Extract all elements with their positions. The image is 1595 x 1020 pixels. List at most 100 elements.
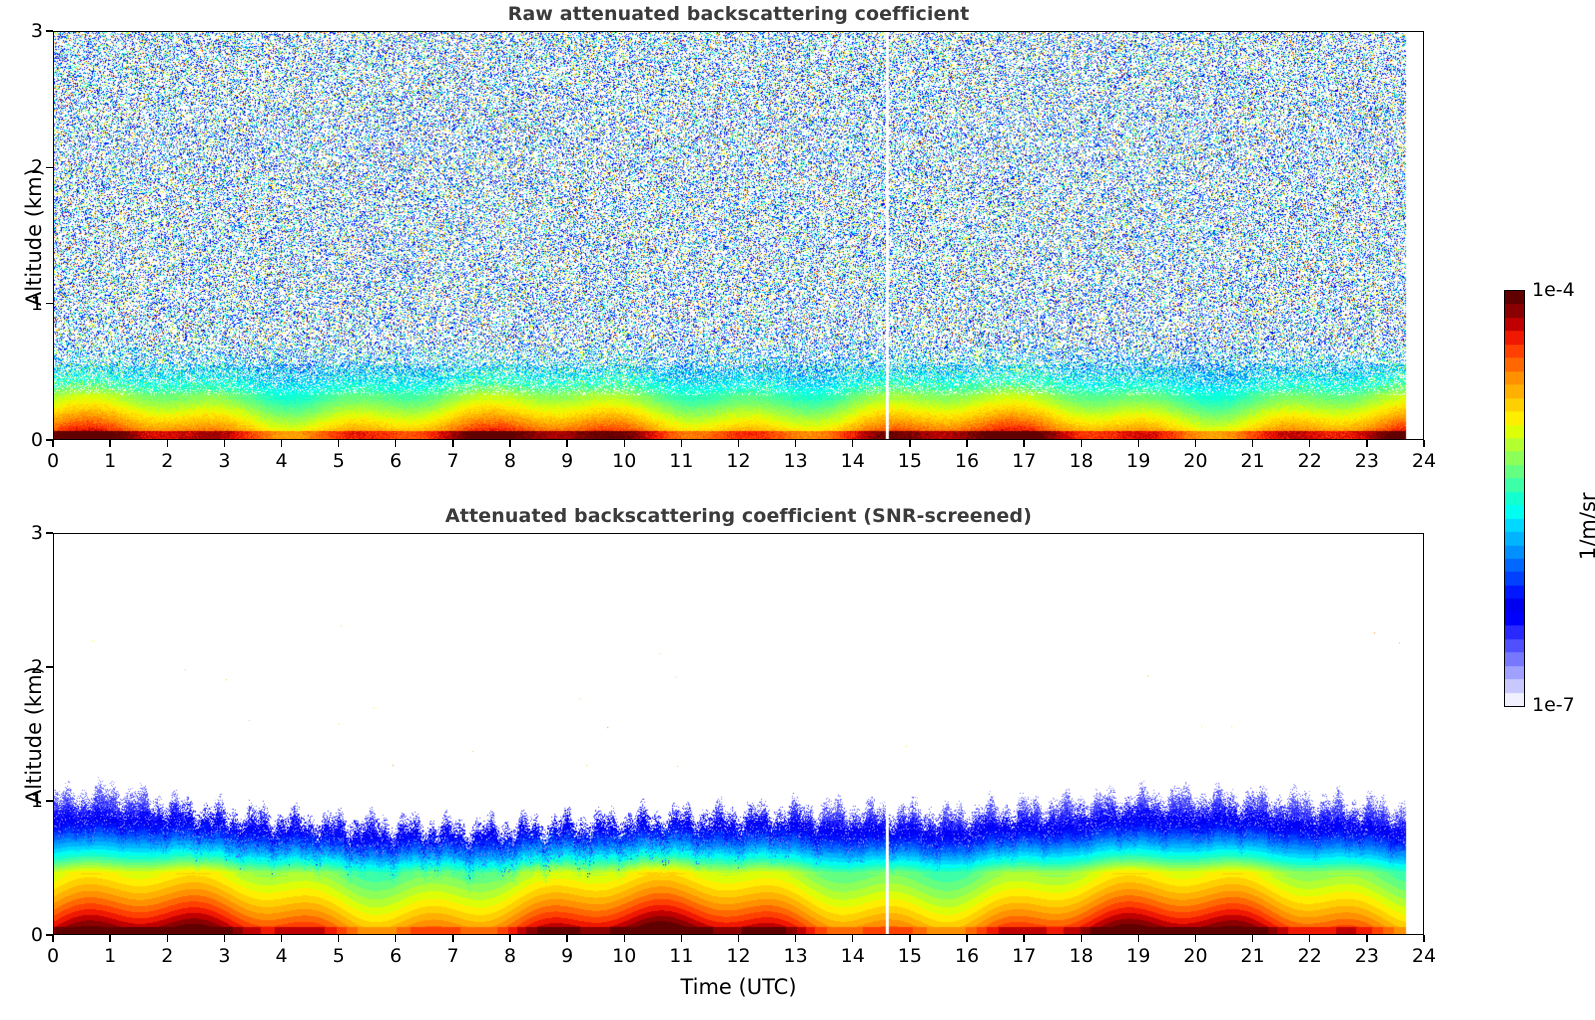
xtick-screened-12 [737, 935, 740, 942]
ytick-screened-2 [46, 666, 53, 668]
xticklabel-raw-13: 13 [783, 450, 808, 472]
xticklabel-raw-0: 0 [46, 450, 60, 472]
xticklabel-raw-19: 19 [1126, 450, 1151, 472]
xtick-screened-19 [1137, 935, 1140, 942]
xticklabel-screened-18: 18 [1069, 945, 1094, 967]
xticklabel-raw-6: 6 [389, 450, 402, 472]
xticklabel-screened-11: 11 [669, 945, 694, 967]
ytick-raw-2 [46, 166, 53, 169]
xticklabel-raw-11: 11 [669, 450, 694, 472]
xticklabel-raw-5: 5 [332, 450, 345, 472]
xticklabel-screened-24: 24 [1411, 945, 1437, 967]
xticklabel-screened-20: 20 [1183, 945, 1208, 967]
xticklabel-screened-4: 4 [275, 945, 288, 967]
xtick-raw-9 [566, 440, 568, 447]
xticklabel-raw-22: 22 [1297, 450, 1322, 472]
xticklabel-screened-19: 19 [1126, 945, 1151, 967]
xticklabel-screened-21: 21 [1240, 945, 1265, 967]
xtick-raw-0 [52, 440, 54, 447]
colorbar-tick-min: 1e-7 [1532, 694, 1575, 716]
xtick-raw-23 [1366, 440, 1368, 447]
xticklabel-raw-2: 2 [161, 450, 174, 472]
xtick-screened-22 [1309, 935, 1311, 942]
ytick-raw-1 [46, 302, 53, 305]
xtick-raw-12 [737, 440, 740, 447]
xtick-raw-15 [909, 440, 911, 447]
screened-panel-title: Attenuated backscattering coefficient (S… [445, 505, 1032, 527]
xtick-screened-23 [1366, 935, 1368, 942]
ytick-screened-1 [46, 800, 53, 802]
xticklabel-screened-23: 23 [1354, 945, 1379, 967]
xticklabel-screened-15: 15 [897, 945, 922, 967]
ytick-screened-3 [46, 532, 53, 534]
xticklabel-screened-12: 12 [726, 945, 751, 967]
xticklabel-screened-6: 6 [389, 945, 402, 967]
yticklabel-raw-3: 3 [30, 20, 43, 42]
xtick-screened-24 [1423, 935, 1425, 942]
xtick-screened-11 [680, 935, 683, 942]
xticklabel-screened-2: 2 [161, 945, 174, 967]
xtick-screened-21 [1251, 935, 1254, 942]
raw-panel-title: Raw attenuated backscattering coefficien… [507, 3, 970, 25]
xticklabel-raw-3: 3 [218, 450, 231, 472]
xticklabel-raw-12: 12 [726, 450, 751, 472]
xtick-raw-16 [966, 440, 968, 447]
xticklabel-raw-4: 4 [275, 450, 288, 472]
colorbar-gradient [1505, 291, 1524, 706]
xtick-screened-8 [509, 935, 511, 942]
xtick-raw-18 [1080, 440, 1082, 447]
screened-heatmap-axes [53, 533, 1424, 935]
xtick-screened-15 [909, 935, 911, 942]
ylabel-raw: Altitude (km) [22, 167, 46, 306]
xticklabel-raw-7: 7 [446, 450, 459, 472]
xticklabel-screened-14: 14 [840, 945, 865, 967]
screened-heatmap-canvas [54, 534, 1423, 934]
xticklabel-screened-22: 22 [1297, 945, 1322, 967]
ytick-screened-0 [46, 934, 53, 936]
xticklabel-screened-10: 10 [612, 945, 637, 967]
xtick-screened-17 [1023, 935, 1025, 942]
xtick-screened-9 [566, 935, 568, 942]
xticklabel-screened-3: 3 [218, 945, 231, 967]
xtick-screened-7 [452, 935, 454, 942]
xticklabel-raw-21: 21 [1240, 450, 1265, 472]
xticklabel-raw-18: 18 [1069, 450, 1094, 472]
xticklabel-raw-1: 1 [104, 450, 117, 472]
xticklabel-screened-8: 8 [503, 945, 517, 967]
yticklabel-screened-0: 0 [30, 924, 43, 946]
xtick-raw-7 [452, 440, 454, 447]
xticklabel-raw-17: 17 [1012, 450, 1037, 472]
xtick-raw-6 [395, 440, 397, 447]
xtick-screened-0 [52, 935, 54, 942]
xtick-screened-2 [166, 935, 168, 942]
colorbar-tick-max: 1e-4 [1532, 279, 1575, 301]
xtick-raw-11 [680, 440, 683, 447]
xticklabel-raw-9: 9 [561, 450, 574, 472]
xticklabel-screened-7: 7 [446, 945, 459, 967]
xticklabel-screened-13: 13 [783, 945, 808, 967]
xtick-screened-1 [109, 935, 111, 942]
xtick-raw-8 [509, 440, 511, 447]
xtick-screened-4 [280, 935, 283, 942]
xtick-screened-16 [966, 935, 968, 942]
xtick-screened-3 [223, 935, 226, 942]
xticklabel-raw-16: 16 [954, 450, 980, 472]
raw-heatmap-canvas [54, 32, 1423, 439]
xtick-raw-4 [280, 440, 283, 447]
colorbar [1504, 290, 1525, 707]
xtick-raw-1 [109, 440, 111, 447]
xtick-raw-10 [623, 440, 625, 447]
xtick-screened-20 [1194, 935, 1197, 942]
xtick-screened-6 [395, 935, 397, 942]
xtick-screened-13 [794, 935, 797, 942]
yticklabel-screened-3: 3 [30, 522, 43, 544]
xticklabel-raw-8: 8 [503, 450, 517, 472]
xtick-screened-14 [852, 935, 854, 942]
ylabel-screened: Altitude (km) [22, 666, 46, 804]
xticklabel-raw-14: 14 [840, 450, 865, 472]
xtick-screened-5 [337, 935, 340, 942]
xtick-raw-24 [1423, 440, 1425, 447]
xticklabel-raw-20: 20 [1183, 450, 1208, 472]
ytick-raw-0 [46, 439, 53, 441]
